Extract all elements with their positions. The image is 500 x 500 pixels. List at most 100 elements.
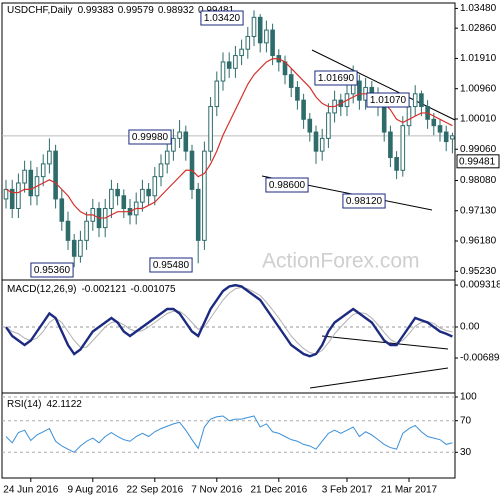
candle-body [109,188,114,210]
candle-body [313,131,319,152]
candle-body [319,137,325,152]
annotation-label: 1.01070 [370,95,407,106]
candle-body [443,131,449,143]
x-tick-label: 24 Jun 2016 [3,485,58,496]
header-close: 0.99481 [198,5,235,16]
annotation-label: 0.95480 [153,260,190,271]
series-line [5,415,453,453]
annotation-box [149,257,193,273]
candle-body [164,150,170,165]
y-tick-label: 70 [460,415,472,426]
price-title: USDCHF,Daily [7,5,73,16]
candle-body [270,29,275,57]
trend-line [311,49,456,121]
candle-body [257,16,263,44]
candle-body [121,195,127,209]
annotation-label: 1.01690 [318,73,355,84]
y-tick-label: 0.99060 [460,144,497,155]
candle-body [301,99,306,120]
y-tick-label: 30 [460,447,472,458]
candle-body [264,29,269,44]
candle-body [22,169,27,184]
x-tick-label: 21 Mar 2017 [381,485,438,496]
candle-body [450,135,455,140]
y-tick-label: 0.00 [460,322,480,333]
header-low: 0.98932 [158,5,195,16]
candle-body [437,125,443,133]
header-high: 0.99579 [118,5,155,16]
y-tick-label: 1.03480 [460,3,497,14]
candle-body [71,239,77,257]
rsi-header: RSI(14) 42.1122 [7,399,82,410]
y-tick-label: 0.98080 [460,175,497,186]
candle-body [381,106,387,133]
x-tick-label: 7 Nov 2016 [191,485,243,496]
price-header: USDCHF,Daily 0.99383 0.99579 0.98932 0.99481 [7,5,235,16]
annotation-label: 0.98600 [269,180,306,191]
y-tick-label: -0.006894 [460,353,500,364]
candle-body [183,131,189,152]
macd-main-value: -0.002121 [81,284,126,295]
annotation-box [314,70,358,86]
candle-body [47,150,52,165]
y-tick-label: 0.009318 [460,280,500,291]
watermark: ActionForex.com [262,250,420,273]
candle-body [115,188,120,197]
candle-body [202,150,207,241]
candle-body [220,61,226,82]
candle-body [177,131,182,139]
candle-body [59,198,65,222]
annotation-box [200,10,244,26]
candle-body [288,74,294,88]
candle-body [53,150,58,200]
y-tick-label: 0.96180 [460,236,497,247]
annotation-label: 0.99980 [132,132,169,143]
annotation-box [30,262,74,278]
y-tick-label: 1.00960 [460,83,497,94]
macd-signal-value: -0.001075 [131,284,176,295]
y-tick-label: 1.01910 [460,53,497,64]
annotation-label: 1.03420 [204,13,241,24]
candle-body [326,112,331,139]
candle-body [214,80,220,108]
annotation-label: 0.95360 [34,265,71,276]
candle-body [40,163,46,178]
candle-body [419,93,424,108]
candle-body [208,106,213,152]
header-open: 0.99383 [78,5,115,16]
candle-body [394,157,399,171]
candle-body [9,188,15,210]
trend-line [309,367,449,389]
y-tick-label: 1.00010 [460,114,497,125]
candle-body [251,16,257,37]
x-tick-label: 22 Sep 2016 [126,485,183,496]
annotation-box [128,129,172,145]
candle-body [233,55,238,69]
candle-body [146,188,151,197]
candle-body [171,137,176,152]
candle-body [431,118,437,127]
annotation-box [265,177,309,193]
rsi-value: 42.1122 [46,399,82,410]
candle-body [3,188,9,200]
candle-body [158,163,164,178]
y-tick-label: 0.97130 [460,205,497,216]
candle-body [295,86,300,101]
candle-body [16,182,21,209]
candle-body [357,80,362,101]
candle-body [65,220,71,241]
macd-header: MACD(12,26,9) -0.002121 -0.001075 [7,284,176,295]
candle-body [28,169,34,197]
candle-body [226,61,232,69]
x-tick-label: 21 Dec 2016 [250,485,307,496]
y-tick-label: 0.95230 [460,266,497,277]
annotation-box [342,193,386,209]
rsi-title: RSI(14) [7,399,41,410]
candle-body [152,176,158,197]
candle-body [412,93,418,108]
candle-body [78,239,83,257]
candle-body [239,48,244,57]
candle-body [388,131,393,159]
candle-body [140,188,145,203]
